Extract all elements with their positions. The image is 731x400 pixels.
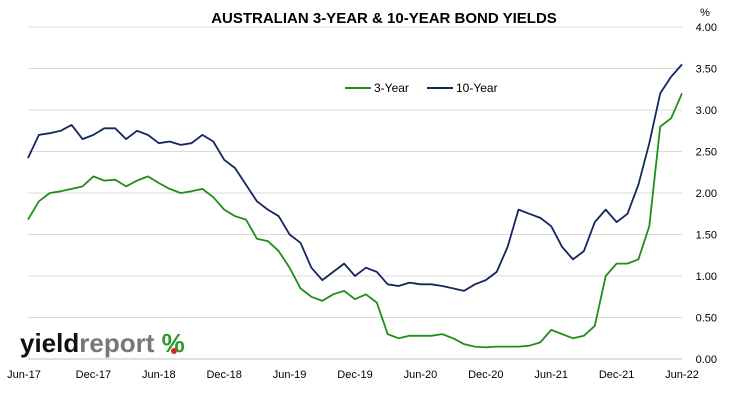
- chart-title: AUSTRALIAN 3-YEAR & 10-YEAR BOND YIELDS: [211, 10, 557, 27]
- x-axis-tick-labels: Jun-17 Dec-17 Jun-18 Dec-18 Jun-19 Dec-19 Jun-…: [7, 369, 699, 381]
- x-tick-label: Jun-21: [534, 369, 568, 381]
- x-tick-label: Jun-17: [7, 369, 41, 381]
- y-tick-label: 2.50: [696, 147, 717, 159]
- x-tick-label: Dec-18: [206, 369, 241, 381]
- x-tick-label: Dec-17: [76, 369, 111, 381]
- y-tick-label: 3.50: [696, 64, 717, 76]
- x-tick-label: Dec-19: [337, 369, 372, 381]
- legend-label: 10-Year: [456, 81, 498, 95]
- yieldreport-logo: yieldreport %: [20, 328, 185, 358]
- x-tick-label: Dec-21: [599, 369, 634, 381]
- series-line-10-year: [27, 63, 683, 292]
- y-tick-label: 4.00: [696, 22, 717, 34]
- y-axis-unit-label: %: [700, 7, 710, 19]
- y-tick-label: 1.00: [696, 271, 717, 283]
- logo-dot-icon: [171, 348, 177, 354]
- x-tick-label: Jun-19: [273, 369, 307, 381]
- x-tick-label: Jun-18: [142, 369, 176, 381]
- x-tick-label: Jun-20: [404, 369, 438, 381]
- y-tick-label: 2.00: [696, 188, 717, 200]
- logo-wordmark: yieldreport %: [20, 328, 185, 358]
- y-tick-label: 1.50: [696, 230, 717, 242]
- legend: 3-Year 10-Year: [345, 81, 498, 95]
- series-lines: [27, 63, 683, 349]
- x-tick-label: Dec-20: [468, 369, 503, 381]
- x-tick-label: Jun-22: [665, 369, 699, 381]
- y-tick-label: 0.00: [696, 354, 717, 366]
- y-axis-tick-labels: 0.00 0.50 1.00 1.50 2.00 2.50 3.00 3.50 4.00: [696, 22, 717, 366]
- series-line-3-year: [27, 93, 683, 349]
- legend-label: 3-Year: [374, 81, 409, 95]
- y-tick-label: 3.00: [696, 105, 717, 117]
- y-tick-label: 0.50: [696, 313, 717, 325]
